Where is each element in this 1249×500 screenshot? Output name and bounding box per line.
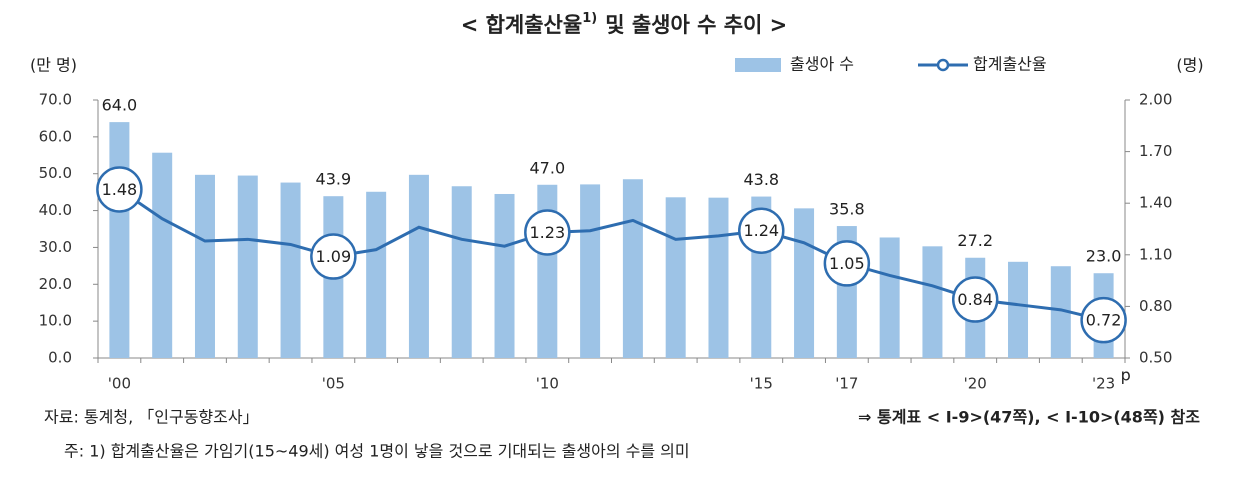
line-value-label: 1.48	[102, 180, 138, 199]
line	[118, 188, 1104, 322]
x-tick-label: '17	[835, 375, 858, 393]
line-value-label: 0.72	[1086, 311, 1122, 330]
bar	[237, 175, 258, 358]
note: 주: 1) 합계출산율은 가임기(15~49세) 여성 1명이 낳을 것으로 기…	[64, 442, 690, 461]
line-value-label: 1.23	[530, 223, 566, 242]
y2-tick-label: 1.10	[1139, 245, 1172, 263]
bar-value-label: 43.8	[743, 170, 779, 189]
bar-value-label: 27.2	[957, 231, 993, 250]
line-value-label: 1.24	[743, 221, 779, 240]
title-rest: 및 출생아 수 추이 >	[605, 13, 787, 37]
y2-tick-label: 1.70	[1139, 142, 1172, 160]
bar-value-label: 23.0	[1086, 247, 1122, 266]
bar	[1050, 266, 1071, 358]
y-tick-label: 40.0	[39, 201, 72, 219]
source: 자료: 통계청, 「인구동향조사」	[44, 408, 259, 427]
bar	[152, 152, 173, 358]
point-circle	[951, 276, 999, 323]
bar	[494, 193, 515, 358]
bar	[580, 184, 601, 358]
bar	[109, 122, 130, 358]
bar	[280, 182, 301, 358]
bar	[622, 179, 643, 358]
bar	[451, 186, 472, 358]
title-main: < 합계출산율	[461, 13, 583, 37]
line-value-label: 1.05	[829, 254, 865, 273]
chart-title: < 합계출산율1) 및 출생아 수 추이 >	[461, 11, 788, 38]
bar	[1008, 261, 1029, 358]
bar	[366, 191, 387, 358]
y-tick-label: 10.0	[39, 312, 72, 330]
x-tick-label: '00	[108, 375, 131, 393]
bar	[794, 208, 815, 358]
bar-value-label: 43.9	[316, 170, 352, 189]
y-tick-label: 20.0	[39, 275, 72, 293]
y-tick-label: 30.0	[39, 238, 72, 256]
legend-swatch	[735, 58, 781, 72]
line-value-label: 1.09	[316, 247, 352, 266]
bar-value-label: 47.0	[530, 158, 566, 177]
y-tick-label: 50.0	[39, 164, 72, 182]
bar	[879, 237, 900, 358]
x-tick-label: '05	[322, 375, 345, 393]
point-circle	[738, 207, 785, 254]
bar	[922, 246, 943, 358]
point-circle	[1080, 296, 1127, 344]
point-circle	[524, 209, 571, 256]
bar	[194, 174, 215, 358]
y2-tick-label: 1.40	[1139, 194, 1172, 212]
x-tick-superscript: p	[1121, 366, 1131, 385]
y-unit: (만 명)	[30, 56, 77, 75]
point-circle	[96, 166, 143, 213]
bar	[665, 197, 686, 358]
x-tick-label: '10	[536, 375, 559, 393]
y2-unit: (명)	[1176, 56, 1203, 75]
x-tick-label: '20	[964, 375, 987, 393]
legend-marker	[936, 58, 950, 72]
x-tick-label: '23	[1092, 375, 1115, 393]
reference: ⇒ 통계표 < Ⅰ-9>(47쪽), < Ⅰ-10>(48쪽) 참조	[858, 408, 1200, 427]
bar-value-label: 64.0	[102, 96, 138, 115]
title-superscript: 1)	[582, 11, 597, 26]
y2-tick-label: 2.00	[1139, 91, 1172, 109]
line-value-label: 0.84	[957, 290, 993, 309]
bar	[708, 197, 729, 358]
legend-label: 출생아 수	[790, 55, 854, 74]
point-circle	[823, 240, 871, 287]
legend-label: 합계출산율	[973, 55, 1047, 74]
x-tick-label: '15	[750, 375, 773, 393]
y-tick-label: 70.0	[39, 91, 72, 109]
bar	[408, 174, 429, 358]
y-tick-label: 60.0	[39, 127, 72, 145]
y-tick-label: 0.0	[48, 349, 72, 367]
bar-value-label: 35.8	[829, 200, 865, 219]
y2-tick-label: 0.50	[1139, 349, 1172, 367]
y2-tick-label: 0.80	[1139, 297, 1172, 315]
point-circle	[310, 233, 357, 280]
